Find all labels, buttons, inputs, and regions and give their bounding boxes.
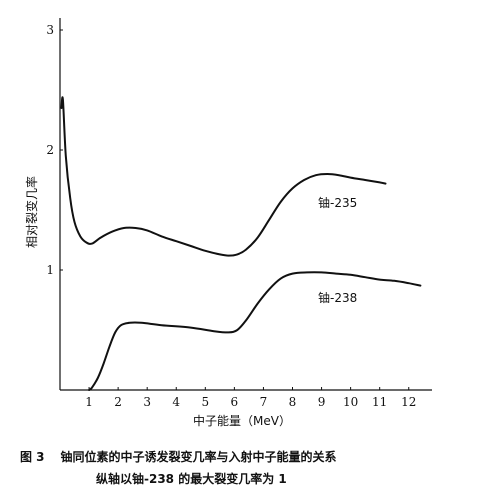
series-label-u235: 铀-235 [318, 196, 357, 210]
x-tick-label: 6 [231, 395, 239, 409]
figure-caption-line-2: 纵轴以铀-238 的最大裂变几率为 1 [96, 470, 480, 487]
y-tick-label: 2 [46, 143, 54, 157]
x-tick-label: 5 [201, 395, 209, 409]
y-axis-title: 相对裂变几率 [24, 176, 39, 248]
y-tick-label: 1 [46, 263, 54, 277]
x-tick-label: 10 [343, 395, 358, 409]
figure-number: 图 3 [20, 450, 45, 464]
x-tick-label: 11 [372, 395, 387, 409]
x-tick-label: 12 [401, 395, 416, 409]
x-tick-label: 4 [172, 395, 180, 409]
x-axis-title: 中子能量（MeV） [193, 413, 291, 428]
figure-caption-note: 纵轴以铀-238 的最大裂变几率为 1 [96, 472, 287, 486]
x-axis-ticks: 1 2 3 4 5 6 7 8 9 10 11 12 [85, 387, 416, 409]
series-line-u238 [88, 271, 422, 391]
series-line-u235 [60, 96, 387, 257]
x-tick-label: 8 [289, 395, 297, 409]
y-tick-label: 3 [46, 23, 54, 37]
figure-caption-line-1: 图 3 铀同位素的中子诱发裂变几率与入射中子能量的关系 [20, 448, 480, 465]
series-label-u238: 铀-238 [318, 291, 357, 305]
x-tick-label: 2 [114, 395, 122, 409]
x-tick-label: 1 [85, 395, 93, 409]
x-tick-label: 9 [318, 395, 326, 409]
series-layer [60, 96, 422, 391]
x-tick-label: 3 [143, 395, 151, 409]
x-tick-label: 7 [260, 395, 268, 409]
figure-caption-text: 铀同位素的中子诱发裂变几率与入射中子能量的关系 [60, 450, 337, 464]
y-axis-ticks: 1 2 3 [46, 23, 63, 277]
axes [59, 18, 432, 391]
